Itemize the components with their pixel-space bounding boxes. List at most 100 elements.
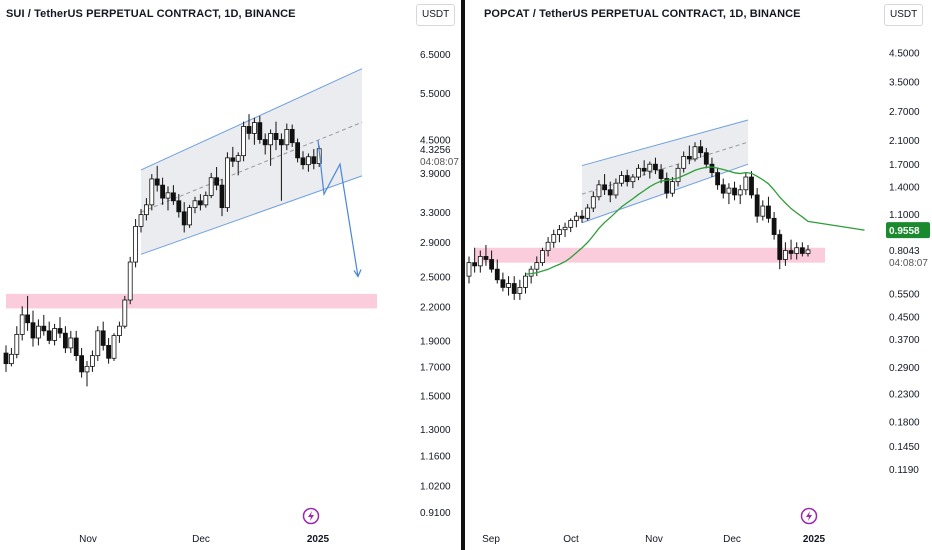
support-zone — [6, 293, 377, 309]
candle-body — [224, 157, 230, 209]
candle-body — [573, 215, 579, 221]
candle-body — [106, 345, 111, 359]
candle-body — [534, 262, 540, 270]
candle-body — [19, 314, 25, 335]
y-axis-tick: 1.0200 — [420, 481, 451, 492]
candle-body — [63, 332, 68, 349]
ma-value-badge — [886, 222, 930, 239]
y-axis-tick: 3.5000 — [889, 77, 920, 88]
candle-body — [3, 352, 9, 365]
y-axis-tick: 0.4500 — [889, 312, 920, 323]
candle-body — [540, 250, 545, 264]
channel-fill — [141, 68, 362, 255]
candle-body — [79, 355, 84, 373]
candle-body — [187, 207, 193, 226]
candle-body — [489, 259, 495, 270]
candle-body — [68, 337, 74, 349]
candle-body — [596, 184, 602, 198]
candle-body — [235, 155, 241, 162]
popcat-unit-selector[interactable]: USDT — [884, 4, 924, 26]
candle-body — [675, 167, 681, 183]
candle-body — [472, 262, 478, 267]
candle-body — [726, 187, 732, 194]
candle-body — [52, 328, 57, 341]
candle-body — [90, 355, 95, 367]
candle-body — [257, 122, 263, 140]
sui-price-chart[interactable]: 7.50006.50005.50004.50003.90003.30002.90… — [0, 0, 461, 550]
countdown-label: 04:08:07 — [420, 157, 459, 168]
y-axis-tick: 1.1600 — [420, 451, 451, 462]
candle-body — [138, 214, 144, 227]
channel-fill — [582, 120, 748, 223]
candle-body — [117, 325, 122, 336]
candle-body — [500, 279, 506, 288]
candle-body — [133, 225, 139, 263]
last-price-label: 4.3256 — [420, 145, 451, 156]
projection-arrowhead — [353, 269, 362, 278]
candle-body — [613, 182, 619, 196]
y-axis-tick: 1.4000 — [889, 182, 920, 193]
candle-body — [295, 142, 301, 159]
candle-body — [14, 333, 20, 355]
sui-unit-selector[interactable]: USDT — [416, 4, 456, 26]
candle-body — [230, 157, 236, 162]
candle-body — [170, 192, 176, 202]
y-axis-tick: 0.5500 — [889, 289, 920, 300]
y-axis-tick: 0.1190 — [889, 465, 919, 476]
candle-body — [590, 196, 596, 209]
candle-body — [799, 247, 805, 254]
channel-mid-line — [140, 121, 363, 213]
y-axis-tick: 1.5000 — [420, 392, 451, 403]
candle-body — [122, 299, 128, 327]
candle-body — [300, 157, 306, 166]
sui-chart-pane[interactable]: 7.50006.50005.50004.50003.90003.30002.90… — [0, 0, 461, 550]
candle-body — [715, 172, 721, 186]
candle-body — [57, 328, 63, 334]
candle-body — [777, 234, 783, 260]
candle-body — [607, 189, 613, 196]
candle-body — [737, 189, 743, 196]
projection-path — [317, 140, 359, 277]
candle-body — [545, 241, 551, 251]
candle-body — [251, 122, 257, 134]
candle-body — [154, 178, 160, 186]
candle-body — [197, 200, 203, 206]
x-axis-tick: Oct — [563, 534, 579, 545]
candle-body — [273, 133, 279, 140]
candle-body — [149, 178, 155, 206]
candle-body — [208, 177, 214, 196]
pane-divider[interactable] — [461, 0, 465, 550]
candle-body — [760, 205, 766, 217]
y-axis-tick: 2.5000 — [420, 273, 451, 284]
candle-body — [523, 275, 528, 288]
candle-body — [127, 261, 133, 301]
y-axis-tick: 5.5000 — [420, 89, 451, 100]
popcat-chart-pane[interactable]: 4.5000 3.5000 2.7000 2.1000 1.7000 1.4000 1.10… — [465, 0, 932, 550]
candle-body — [771, 217, 777, 235]
candle-body — [176, 200, 182, 213]
popcat-price-chart[interactable]: 4.5000 3.5000 2.7000 2.1000 1.7000 1.4000 1.10… — [465, 0, 932, 550]
x-axis-tick: Nov — [645, 534, 663, 545]
candle-body — [686, 155, 692, 160]
candle-body — [698, 146, 704, 154]
y-axis-tick: 0.3700 — [889, 335, 920, 346]
candle-body — [782, 250, 788, 260]
candle-body — [84, 365, 90, 373]
lightning-icon — [308, 511, 314, 521]
moving-average-line — [525, 166, 865, 275]
candle-body — [483, 256, 489, 260]
candle-body — [30, 322, 36, 339]
candle-body — [160, 184, 166, 199]
candle-body — [528, 268, 534, 277]
popcat-chart-title: POPCAT / TetherUS PERPETUAL CONTRACT, 1D… — [484, 8, 801, 20]
candle-body — [143, 204, 149, 216]
lightning-icon — [806, 511, 812, 521]
x-axis-tick: 2025 — [307, 534, 330, 545]
candle-body — [517, 287, 523, 294]
candle-body — [630, 176, 636, 183]
y-axis-tick: 6.5000 — [420, 50, 451, 61]
y-axis-tick: 1.3000 — [420, 425, 451, 436]
candle-body — [181, 211, 187, 226]
y-axis-tick: 1.9000 — [420, 336, 451, 347]
candle-body — [268, 133, 274, 146]
